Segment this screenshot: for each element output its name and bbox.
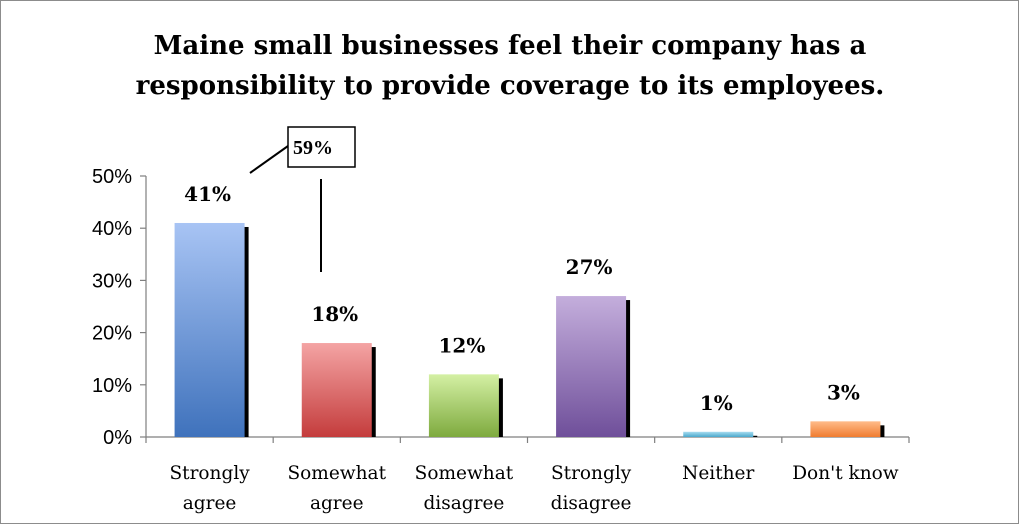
y-tick-label: 50% bbox=[92, 166, 132, 188]
bar bbox=[683, 431, 754, 437]
category-labels: Strongly agree Somewhat agree Somewhat disagr… bbox=[169, 463, 898, 514]
bar bbox=[301, 343, 372, 437]
y-tick-label: 30% bbox=[92, 270, 132, 292]
data-labels: 41% 18% 12% 27% 1% 3% bbox=[184, 182, 860, 415]
bars bbox=[174, 222, 885, 437]
bar-value-label: 1% bbox=[700, 391, 733, 415]
chart-title-line-1: Maine small businesses feel their compan… bbox=[154, 31, 867, 61]
x-category-label: Don't know bbox=[792, 463, 899, 484]
y-tick-label: 10% bbox=[92, 375, 132, 397]
bar-value-label: 3% bbox=[827, 380, 860, 404]
bar bbox=[174, 222, 245, 437]
bar-value-label: 12% bbox=[438, 333, 485, 357]
x-category-label: Somewhat disagree bbox=[415, 463, 514, 514]
chart-title-line-2: responsibility to provide coverage to it… bbox=[136, 71, 885, 101]
callout: 59% bbox=[249, 126, 356, 272]
x-category-label: Strongly disagree bbox=[551, 463, 632, 514]
bar-value-label: 18% bbox=[311, 302, 358, 326]
bar bbox=[428, 374, 499, 437]
y-tick-label: 0% bbox=[103, 427, 132, 449]
y-tick-label: 40% bbox=[92, 218, 132, 240]
x-category-label: Strongly agree bbox=[169, 463, 250, 514]
callout-leader-diagonal bbox=[249, 145, 289, 174]
callout-label: 59% bbox=[293, 137, 333, 159]
bar-value-label: 41% bbox=[184, 182, 231, 206]
callout-box bbox=[287, 126, 356, 168]
bar bbox=[556, 296, 627, 437]
chart-title: Maine small businesses feel their compan… bbox=[136, 31, 885, 101]
bar bbox=[810, 421, 881, 437]
bar-value-label: 27% bbox=[566, 255, 613, 279]
x-category-label: Somewhat agree bbox=[287, 463, 386, 514]
y-tick-label: 20% bbox=[92, 323, 132, 345]
x-category-label: Neither bbox=[682, 463, 754, 484]
axes: 0% 10% 20% 30% 40% 50% bbox=[92, 166, 910, 449]
